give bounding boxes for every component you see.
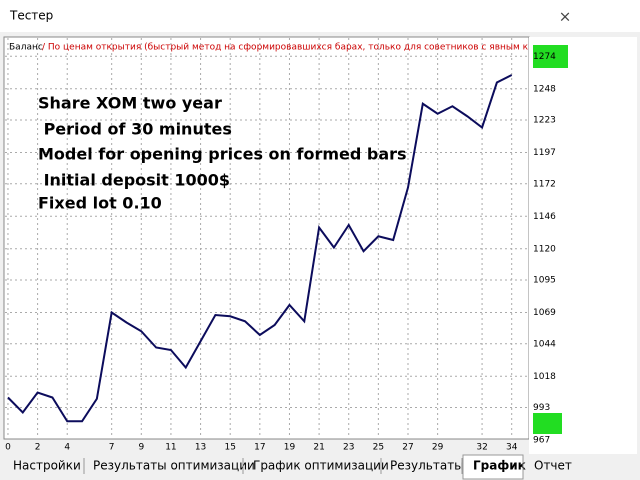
- plot-area: [3, 36, 530, 440]
- marker-bottom: [533, 413, 562, 434]
- annotation: Fixed lot 0.10: [38, 194, 162, 213]
- y-tick-label: 993: [533, 403, 550, 413]
- x-tick-label: 27: [402, 443, 413, 453]
- x-tick-label: 32: [476, 443, 487, 453]
- axis-area: [529, 37, 637, 454]
- x-tick-label: 21: [313, 443, 324, 453]
- subtitle: / По ценам открытия (быстрый метод на сф…: [42, 43, 574, 53]
- x-tick-label: 25: [373, 443, 384, 453]
- y-tick-label: 1044: [533, 339, 556, 349]
- x-tick-label: 7: [109, 443, 115, 453]
- y-tick-label: 1274: [533, 52, 556, 62]
- y-tick-label: 1197: [533, 148, 556, 158]
- y-tick-label: 1172: [533, 179, 556, 189]
- y-tick-label: 1018: [533, 372, 556, 382]
- y-tick-label: 1146: [533, 212, 556, 222]
- x-tick-label: 2: [35, 443, 41, 453]
- tab[interactable]: График: [473, 459, 526, 473]
- y-tick-label: 967: [533, 436, 550, 446]
- annotation: Share XOM two year: [38, 94, 222, 113]
- x-tick-label: 17: [254, 443, 265, 453]
- window-title: Тестер: [9, 9, 53, 23]
- legend-label: Баланс: [9, 43, 43, 53]
- x-tick-label: 34: [506, 443, 518, 453]
- x-tick-label: 4: [64, 443, 70, 453]
- tab[interactable]: Результаты: [390, 459, 464, 473]
- marker-top: [533, 45, 568, 68]
- tab[interactable]: Настройки: [13, 459, 81, 473]
- y-tick-label: 1120: [533, 244, 556, 254]
- annotation: Initial deposit 1000$: [38, 171, 230, 190]
- tab[interactable]: График оптимизации: [253, 459, 389, 473]
- y-tick-label: 1095: [533, 276, 556, 286]
- y-tick-label: 1069: [533, 308, 556, 318]
- x-tick-label: 9: [138, 443, 144, 453]
- x-tick-label: 11: [165, 443, 176, 453]
- y-tick-label: 1223: [533, 116, 556, 126]
- tab[interactable]: Отчет: [534, 459, 572, 473]
- close-button[interactable]: ×: [559, 8, 572, 26]
- x-tick-label: 23: [343, 443, 354, 453]
- x-tick-label: 15: [224, 443, 235, 453]
- x-tick-label: 19: [284, 443, 296, 453]
- tab-bar: [0, 454, 640, 480]
- annotation: Model for opening prices on formed bars: [38, 145, 407, 164]
- tab[interactable]: Результаты оптимизации: [93, 459, 255, 473]
- annotation: Period of 30 minutes: [38, 120, 232, 139]
- title-bar: [0, 0, 640, 32]
- balance-line: [7, 74, 513, 423]
- y-tick-label: 1248: [533, 84, 556, 94]
- x-tick-label: 29: [432, 443, 444, 453]
- x-tick-label: 0: [5, 443, 11, 453]
- x-tick-label: 13: [195, 443, 206, 453]
